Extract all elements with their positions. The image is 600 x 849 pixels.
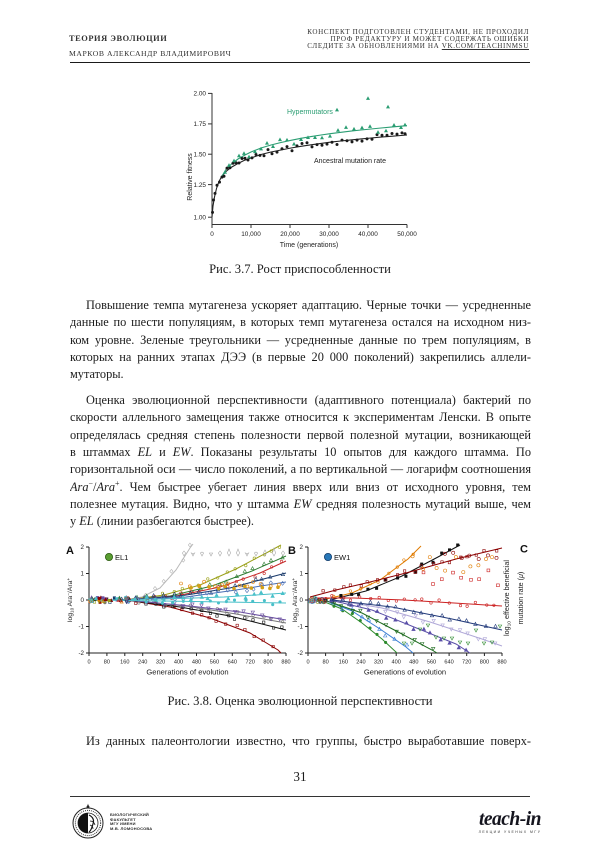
svg-text:log10 Ara−/Ara+: log10 Ara−/Ara+ [66,578,75,622]
svg-text:10,000: 10,000 [241,231,261,238]
svg-text:log10 Ara−/Ara+: log10 Ara−/Ara+ [291,578,300,622]
svg-text:40,000: 40,000 [358,231,378,238]
svg-text:1: 1 [81,571,85,578]
svg-text:800: 800 [263,660,272,666]
svg-text:0: 0 [210,231,214,238]
svg-text:-1: -1 [297,624,303,631]
svg-text:0: 0 [87,660,90,666]
svg-text:880: 880 [281,660,290,666]
svg-text:Time (generations): Time (generations) [280,242,339,249]
svg-text:1: 1 [300,571,304,578]
svg-text:480: 480 [192,660,201,666]
svg-text:80: 80 [104,660,110,666]
svg-text:720: 720 [246,660,255,666]
svg-text:Generations of evolution: Generations of evolution [364,668,446,677]
svg-text:0: 0 [300,597,304,604]
svg-text:800: 800 [480,660,489,666]
svg-text:B: B [288,545,296,557]
svg-text:Hypermutators: Hypermutators [287,109,333,116]
svg-text:Generations of evolution: Generations of evolution [146,668,228,677]
svg-text:160: 160 [339,660,348,666]
svg-text:880: 880 [497,660,506,666]
svg-text:Ancestral mutation rate: Ancestral mutation rate [314,158,386,165]
svg-text:EL1: EL1 [115,553,128,562]
svg-text:2.00: 2.00 [194,91,207,98]
svg-text:400: 400 [174,660,183,666]
svg-text:0: 0 [81,597,85,604]
svg-text:A: A [66,545,74,557]
svg-text:EW1: EW1 [334,553,350,562]
svg-text:30,000: 30,000 [319,231,339,238]
svg-text:20,000: 20,000 [280,231,300,238]
svg-text:2: 2 [300,544,304,551]
svg-text:-1: -1 [78,624,84,631]
svg-text:1.75: 1.75 [194,121,207,128]
svg-text:240: 240 [138,660,147,666]
svg-text:400: 400 [392,660,401,666]
svg-text:-2: -2 [78,650,84,657]
svg-text:mutation rate (μ): mutation rate (μ) [516,572,525,625]
svg-text:560: 560 [210,660,219,666]
svg-text:-2: -2 [297,650,303,657]
svg-text:1.50: 1.50 [194,151,207,158]
svg-text:0: 0 [306,660,309,666]
svg-text:1.25: 1.25 [194,182,207,189]
svg-text:50,000: 50,000 [397,231,417,238]
svg-text:C: C [520,544,528,556]
svg-text:480: 480 [409,660,418,666]
svg-text:Relative fitness: Relative fitness [187,153,194,201]
svg-text:1.00: 1.00 [194,214,207,221]
svg-text:80: 80 [322,660,328,666]
svg-text:160: 160 [120,660,129,666]
svg-text:320: 320 [374,660,383,666]
svg-text:560: 560 [427,660,436,666]
svg-text:640: 640 [444,660,453,666]
svg-text:720: 720 [462,660,471,666]
svg-text:240: 240 [356,660,365,666]
svg-text:640: 640 [228,660,237,666]
svg-text:320: 320 [156,660,165,666]
svg-text:log10 effective beneficial: log10 effective beneficial [502,560,513,636]
svg-text:2: 2 [81,544,85,551]
